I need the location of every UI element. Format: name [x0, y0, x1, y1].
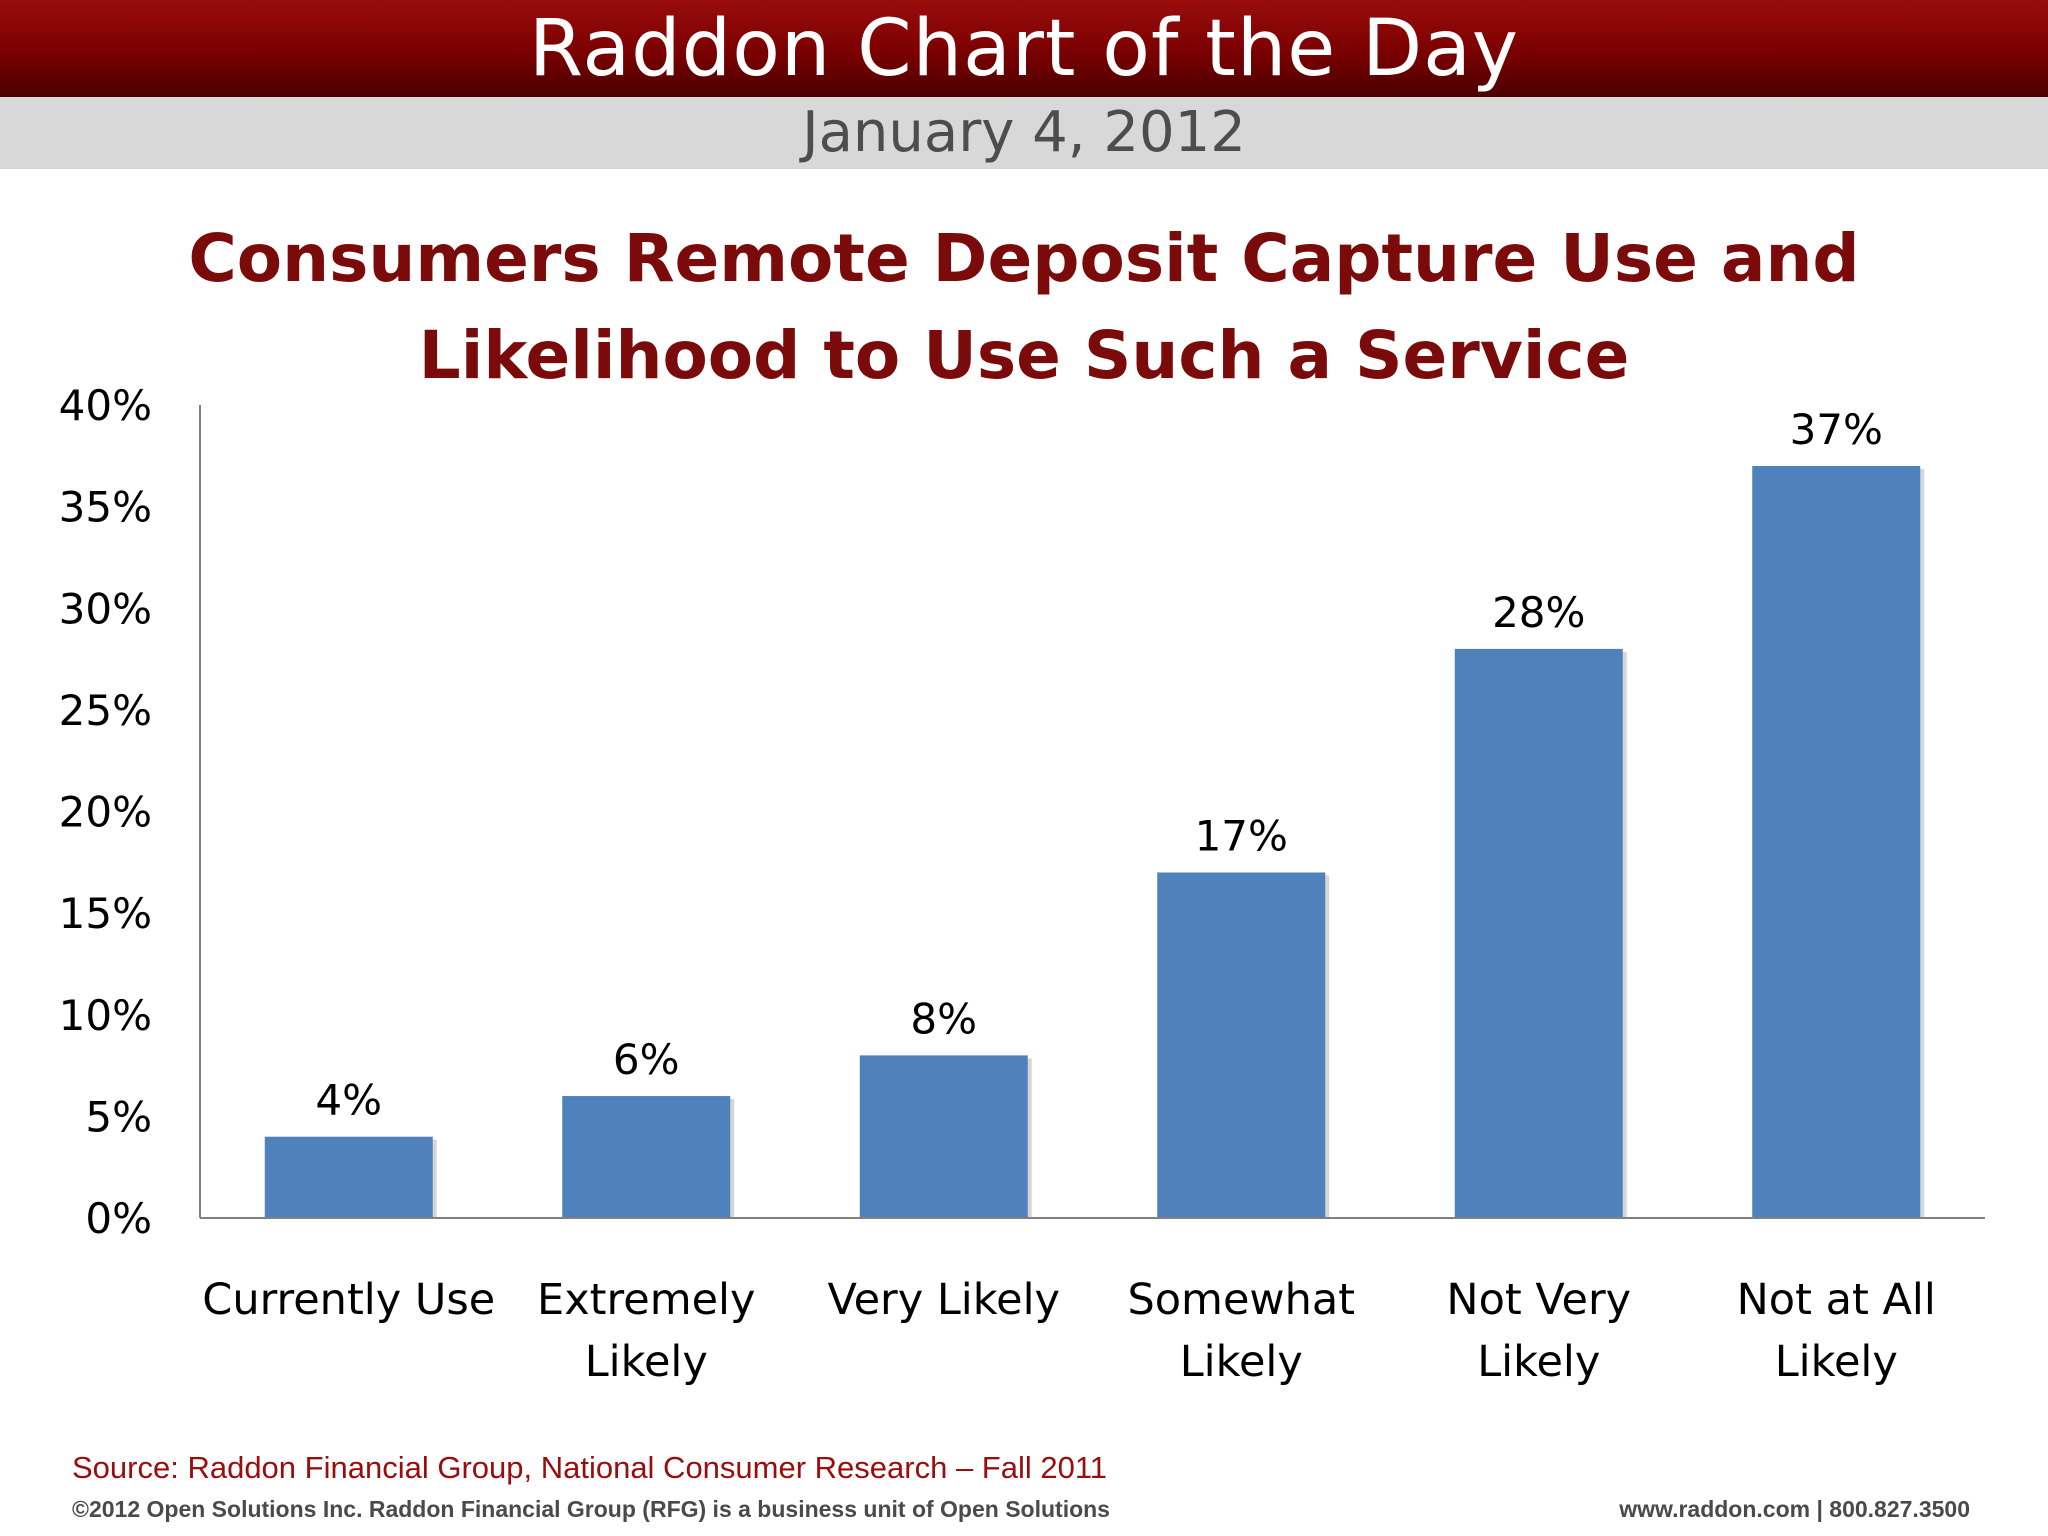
x-tick-label: Likely [585, 1337, 708, 1387]
chart-title-line-1: Consumers Remote Deposit Capture Use and [188, 220, 1860, 297]
y-tick-label: 15% [59, 889, 152, 938]
copyright-note: ©2012 Open Solutions Inc. Raddon Financi… [72, 1496, 1110, 1522]
x-tick-label: Somewhat [1127, 1275, 1355, 1325]
data-label: 4% [315, 1076, 382, 1125]
bar [562, 1096, 731, 1218]
y-tick-label: 30% [59, 584, 152, 633]
data-label: 8% [910, 994, 977, 1043]
x-tick-label: Likely [1180, 1337, 1303, 1387]
contact-info: www.raddon.com | 800.827.3500 [1619, 1496, 1970, 1522]
bar [1157, 872, 1326, 1218]
x-tick-label: Extremely [537, 1275, 755, 1325]
y-tick-label: 40% [59, 381, 152, 430]
bar [859, 1055, 1028, 1218]
date-band: January 4, 2012 [0, 97, 2048, 169]
bar [1454, 648, 1623, 1218]
x-tick-label: Likely [1775, 1337, 1898, 1387]
date-text: January 4, 2012 [802, 100, 1246, 165]
x-tick-label: Not at All [1737, 1275, 1936, 1325]
y-tick-label: 25% [59, 686, 152, 735]
chart-title: Consumers Remote Deposit Capture Use and… [0, 210, 2048, 404]
y-tick-label: 35% [59, 483, 152, 532]
data-label: 6% [613, 1035, 680, 1084]
bar [264, 1136, 433, 1218]
data-label: 17% [1195, 811, 1288, 860]
y-tick-label: 20% [59, 788, 152, 837]
y-tick-label: 0% [85, 1194, 152, 1243]
x-tick-label: Likely [1477, 1337, 1600, 1387]
bar [1752, 465, 1921, 1219]
y-tick-label: 5% [85, 1092, 152, 1141]
x-tick-label: Currently Use [202, 1275, 495, 1325]
y-tick-label: 10% [59, 991, 152, 1040]
source-note: Source: Raddon Financial Group, National… [72, 1450, 1108, 1485]
data-label: 28% [1492, 588, 1585, 637]
chart-title-line-2: Likelihood to Use Such a Service [418, 317, 1630, 394]
x-tick-label: Not Very [1446, 1275, 1631, 1325]
header-banner: Raddon Chart of the Day [0, 0, 2048, 97]
data-label: 37% [1790, 405, 1883, 454]
banner-title: Raddon Chart of the Day [528, 3, 1520, 94]
x-tick-label: Very Likely [828, 1275, 1060, 1325]
